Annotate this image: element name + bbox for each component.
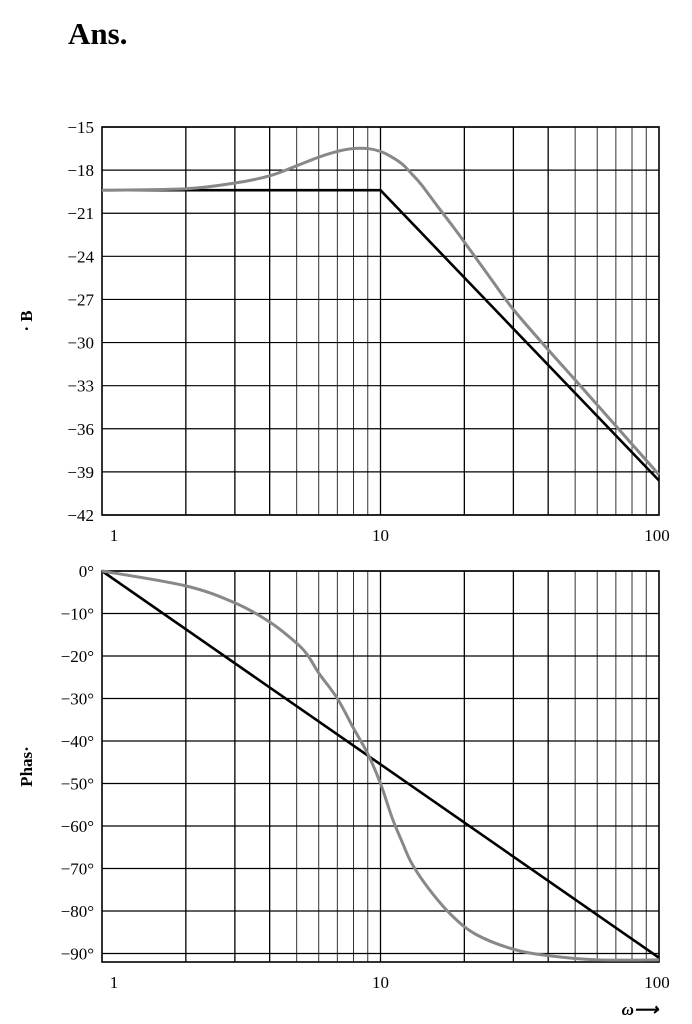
y-tick-label: −60° [61,817,94,836]
x-tick-label: 100 [644,973,670,992]
y-tick-label: −30° [61,690,94,709]
y-tick-label: −80° [61,902,94,921]
phase-plot: 0° −10° −20° −30° −40° −50° −60° −70° −80° −90° 1 1… [17,562,670,1019]
y-tick-label: −39 [67,463,94,482]
y-tick-label: −10° [61,605,94,624]
x-axis-label: ω⟶ [622,1000,660,1019]
answer-title: Ans. [68,16,128,51]
plot-frame [101,126,660,516]
y-axis-label: Phas· [17,746,36,787]
x-tick-label: 1 [110,973,119,992]
magnitude-plot: −15 −18 −21 −24 −27 −30 −33 −36 −39 −42 1 10 100 · B [17,118,670,545]
exact-curve [101,569,660,962]
x-tick-label: 1 [110,526,119,545]
y-tick-label: −40° [61,732,94,751]
x-tick-label: 10 [372,973,389,992]
y-tick-label: −15 [67,118,94,137]
y-tick-label: −24 [67,247,94,266]
plot-frame [101,570,660,963]
y-tick-label: −27 [67,290,94,309]
y-axis-label: · B [17,310,36,331]
asymptote-line [101,569,660,959]
y-tick-label: −33 [67,377,94,396]
y-tick-label: 0° [79,562,94,581]
y-tick-label: −36 [67,420,94,439]
y-tick-label: −21 [67,204,94,223]
y-tick-label: −42 [67,506,94,525]
y-tick-label: −90° [61,945,94,964]
y-tick-label: −18 [67,161,94,180]
y-tick-label: −30 [67,334,94,353]
y-tick-label: −50° [61,775,94,794]
x-tick-label: 10 [372,526,389,545]
y-tick-label: −70° [61,860,94,879]
asymptote-line [102,188,660,482]
x-tick-label: 100 [644,526,670,545]
exact-curve [101,146,661,476]
y-tick-label: −20° [61,647,94,666]
